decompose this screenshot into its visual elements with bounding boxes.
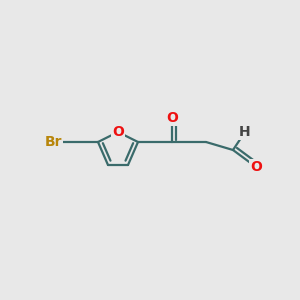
Text: O: O — [112, 125, 124, 139]
Text: H: H — [239, 125, 251, 139]
Text: O: O — [166, 111, 178, 125]
Text: O: O — [250, 160, 262, 174]
Text: Br: Br — [44, 135, 62, 149]
